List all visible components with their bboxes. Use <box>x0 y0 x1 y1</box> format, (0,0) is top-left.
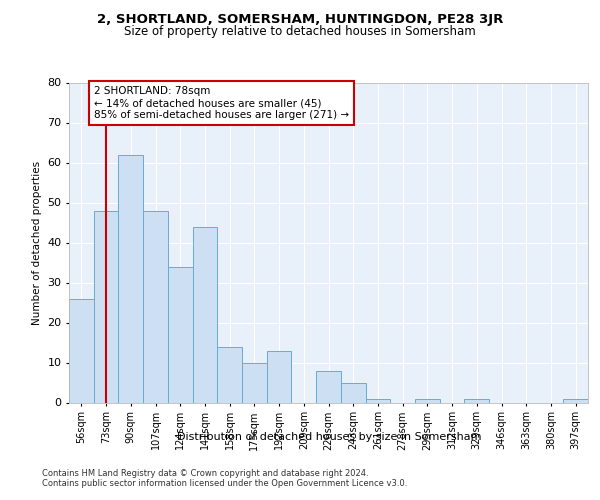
Bar <box>94 210 118 402</box>
Bar <box>464 398 489 402</box>
Text: Contains HM Land Registry data © Crown copyright and database right 2024.
Contai: Contains HM Land Registry data © Crown c… <box>42 469 407 488</box>
Bar <box>267 350 292 403</box>
Bar <box>316 370 341 402</box>
Text: 2 SHORTLAND: 78sqm
← 14% of detached houses are smaller (45)
85% of semi-detache: 2 SHORTLAND: 78sqm ← 14% of detached hou… <box>94 86 349 120</box>
Text: Distribution of detached houses by size in Somersham: Distribution of detached houses by size … <box>176 432 481 442</box>
Bar <box>341 382 365 402</box>
Bar <box>415 398 440 402</box>
Bar <box>168 266 193 402</box>
Bar <box>217 346 242 403</box>
Text: 2, SHORTLAND, SOMERSHAM, HUNTINGDON, PE28 3JR: 2, SHORTLAND, SOMERSHAM, HUNTINGDON, PE2… <box>97 12 503 26</box>
Text: Size of property relative to detached houses in Somersham: Size of property relative to detached ho… <box>124 25 476 38</box>
Y-axis label: Number of detached properties: Number of detached properties <box>32 160 41 324</box>
Bar <box>193 226 217 402</box>
Bar <box>242 362 267 403</box>
Bar <box>69 298 94 403</box>
Bar <box>143 210 168 402</box>
Bar <box>118 154 143 402</box>
Bar <box>365 398 390 402</box>
Bar <box>563 398 588 402</box>
